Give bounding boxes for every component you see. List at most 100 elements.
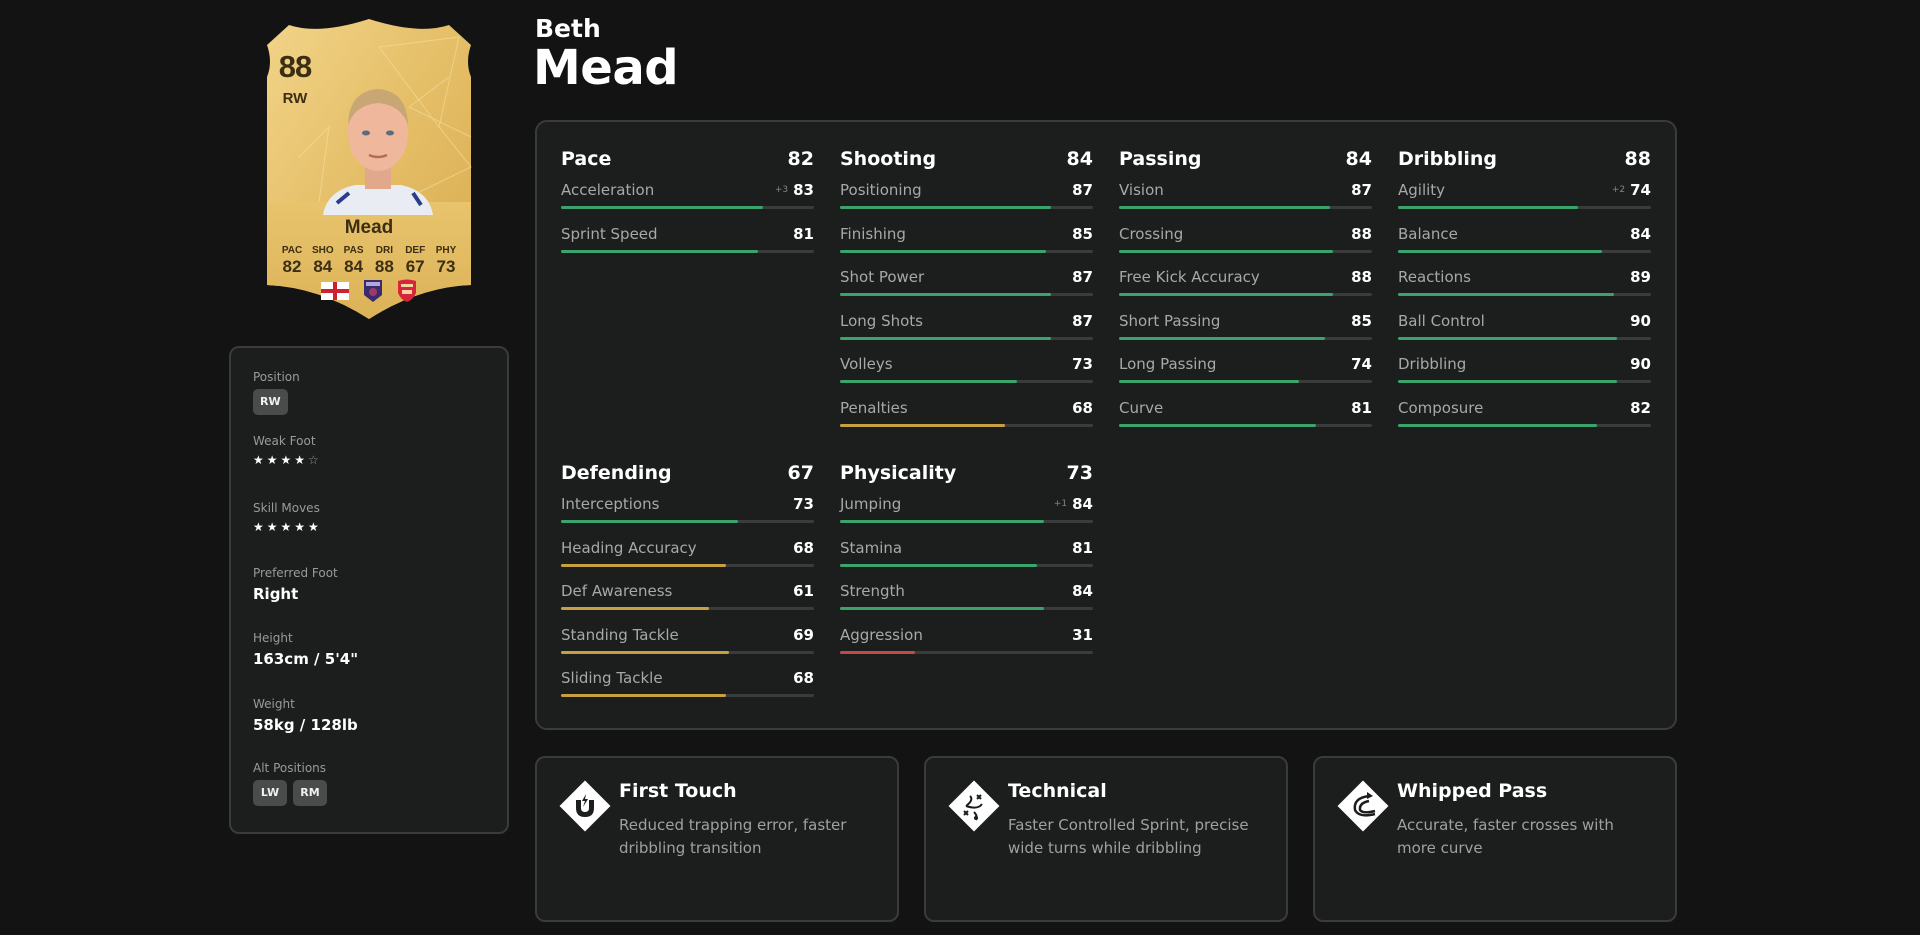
group-title: Pace <box>561 148 612 170</box>
attribute-value: 88 <box>1351 224 1372 243</box>
attribute-row: Sprint Speed 81 <box>561 218 814 262</box>
attribute-bar <box>840 206 1093 209</box>
attribute-row: Curve 81 <box>1119 392 1372 436</box>
attribute-value: 84 <box>1072 495 1093 513</box>
attribute-bar-fill <box>1398 423 1598 427</box>
attribute-bar-fill <box>840 293 1052 297</box>
attribute-row: Jumping +1 84 <box>840 488 1093 532</box>
player-first-name: Beth <box>535 14 601 43</box>
attribute-value: 87 <box>1072 181 1093 199</box>
attribute-name: Jumping <box>840 495 902 513</box>
attribute-bar-fill <box>1398 380 1617 384</box>
player-portrait <box>323 89 433 215</box>
attribute-bar <box>561 520 814 523</box>
attribute-row: Ball Control 90 <box>1398 305 1651 349</box>
group-title: Shooting <box>840 148 937 170</box>
attribute-bar <box>840 293 1093 297</box>
group-header: Shooting 84 <box>840 144 1093 174</box>
attribute-value: 68 <box>793 669 814 688</box>
group-header: Defending 67 <box>561 458 814 488</box>
attribute-row: Finishing 85 <box>840 218 1093 262</box>
info-alt-positions: Alt Positions LW RM <box>253 761 507 806</box>
attribute-value: 83 <box>793 181 814 199</box>
attribute-value: 90 <box>1630 311 1651 330</box>
group-header: Passing 84 <box>1119 144 1372 174</box>
playstyle-whipped-pass[interactable]: Whipped Pass Accurate, faster crosses wi… <box>1313 756 1677 922</box>
card-stat-pas: PAS 84 <box>343 245 364 276</box>
arsenal-badge-icon <box>398 279 416 302</box>
attribute-name: Def Awareness <box>561 582 673 601</box>
group-header: Pace 82 <box>561 144 814 174</box>
attribute-bar <box>840 380 1093 384</box>
attribute-row: Standing Tackle 69 <box>561 619 814 663</box>
attribute-bar <box>561 607 814 611</box>
stat-group-dribbling: Dribbling 88 Agility +2 74 Balance 84 Reactions… <box>1398 144 1651 436</box>
attribute-bar <box>561 694 814 698</box>
stat-group-shooting: Shooting 84 Positioning 87 Finishing 85 Shot P… <box>840 144 1093 436</box>
attribute-row: Interceptions 73 <box>561 488 814 532</box>
attribute-bar-fill <box>561 249 758 253</box>
attribute-value: 87 <box>1072 268 1093 287</box>
attribute-boost: +1 <box>1053 499 1068 509</box>
playstyle-description: Faster Controlled Sprint, precise wide t… <box>1008 816 1249 857</box>
attribute-bar <box>561 650 814 654</box>
attribute-name: Long Shots <box>840 311 923 330</box>
playstyle-first-touch[interactable]: First Touch Reduced trapping error, fast… <box>535 756 899 922</box>
attribute-row: Stamina 81 <box>840 532 1093 576</box>
attribute-value: 74 <box>1351 355 1372 374</box>
position-chip: RW <box>253 389 288 415</box>
attribute-row: Composure 82 <box>1398 392 1651 436</box>
stats-panel: Pace 82 Acceleration +3 83 Sprint Speed 81 Shoo… <box>535 120 1677 730</box>
attribute-name: Composure <box>1398 398 1484 417</box>
attribute-name: Free Kick Accuracy <box>1119 268 1260 287</box>
playstyle-description: Accurate, faster crosses with more curve <box>1397 816 1614 857</box>
attribute-row: Shot Power 87 <box>840 261 1093 305</box>
attribute-bar <box>1119 380 1372 384</box>
weak-foot-stars: ★★★★☆ <box>253 453 507 467</box>
attribute-name: Strength <box>840 582 905 601</box>
attribute-value: 73 <box>793 495 814 513</box>
attribute-value: 31 <box>1072 625 1093 644</box>
group-header: Dribbling 88 <box>1398 144 1651 174</box>
attribute-value: 90 <box>1630 355 1651 374</box>
card-stat-sho: SHO 84 <box>311 245 334 276</box>
player-info-panel: Position RW Weak Foot ★★★★☆ Skill Moves … <box>229 346 509 834</box>
attribute-value: 61 <box>793 582 814 601</box>
attribute-bar-fill <box>1119 336 1326 340</box>
attribute-bar-fill <box>1119 380 1299 384</box>
attribute-bar-fill <box>1119 206 1331 209</box>
card-stat-phy: PHY 73 <box>435 245 457 276</box>
attribute-name: Sliding Tackle <box>561 669 663 688</box>
attribute-bar <box>561 206 814 209</box>
group-total: 88 <box>1624 148 1651 170</box>
attribute-bar-fill <box>561 650 729 654</box>
attribute-name: Standing Tackle <box>561 625 679 644</box>
attribute-row: Sliding Tackle 68 <box>561 662 814 706</box>
attribute-row: Free Kick Accuracy 88 <box>1119 261 1372 305</box>
attribute-bar-fill <box>1398 336 1617 340</box>
attribute-name: Heading Accuracy <box>561 538 697 557</box>
league-badge-icon <box>364 280 382 302</box>
attribute-bar-fill <box>1398 206 1578 209</box>
attribute-value: 87 <box>1351 181 1372 199</box>
attribute-bar-fill <box>840 380 1018 384</box>
playstyle-description: Reduced trapping error, faster dribbling… <box>619 816 847 857</box>
attribute-row: Aggression 31 <box>840 619 1093 663</box>
attribute-row: Long Passing 74 <box>1119 348 1372 392</box>
attribute-bar <box>561 249 814 253</box>
stat-group-passing: Passing 84 Vision 87 Crossing 88 Free Kick Acc… <box>1119 144 1372 436</box>
attribute-name: Aggression <box>840 625 923 644</box>
attribute-bar-fill <box>1398 293 1615 297</box>
attribute-bar-fill <box>840 336 1052 340</box>
attribute-bar-fill <box>840 249 1047 253</box>
attribute-boost: +3 <box>774 185 789 195</box>
star-icon: ★★★★★ <box>253 520 322 534</box>
attribute-name: Dribbling <box>1398 355 1467 374</box>
attribute-bar-fill <box>561 607 710 611</box>
attribute-name: Curve <box>1119 398 1164 417</box>
attribute-bar <box>1398 293 1651 297</box>
attribute-name: Vision <box>1119 181 1164 199</box>
attribute-bar-fill <box>840 563 1037 567</box>
attribute-row: Agility +2 74 <box>1398 174 1651 218</box>
playstyle-technical[interactable]: Technical Faster Controlled Sprint, prec… <box>924 756 1288 922</box>
